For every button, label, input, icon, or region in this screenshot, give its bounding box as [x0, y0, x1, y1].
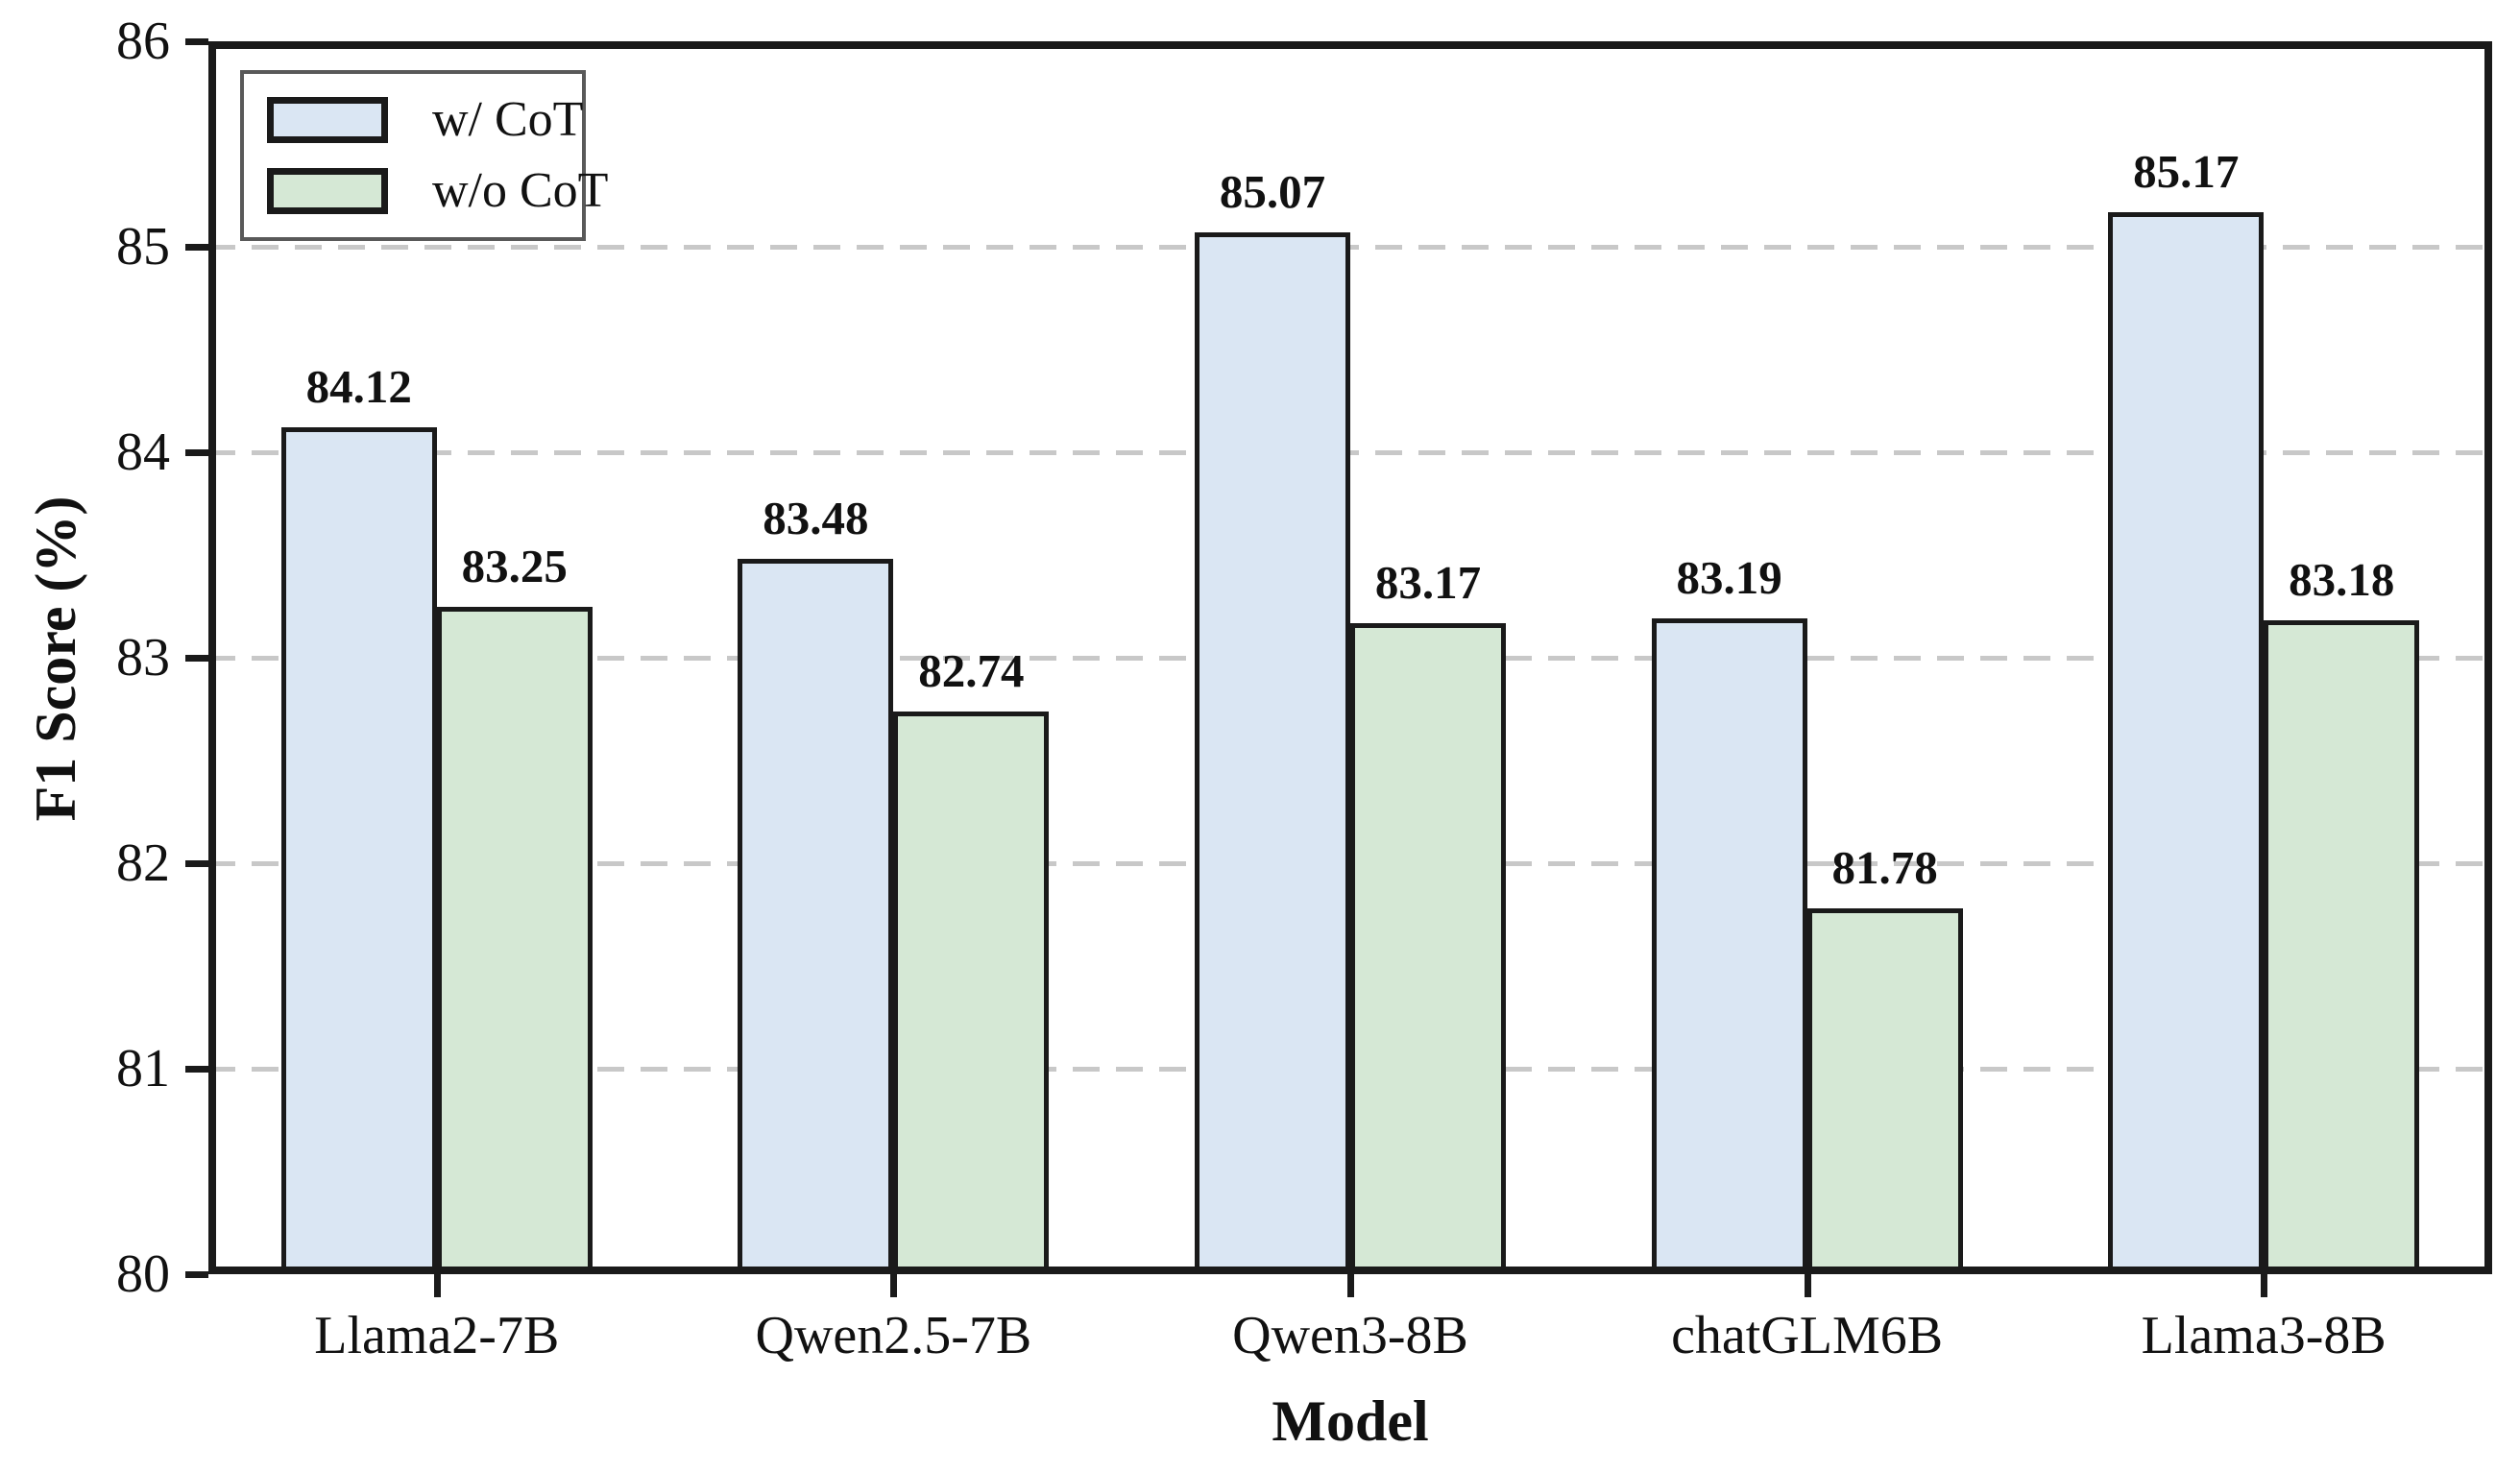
x-axis-title: Model [1272, 1389, 1429, 1453]
y-tick-mark-83 [185, 655, 208, 662]
gridline-84 [208, 450, 2492, 455]
bar-value-w-o-cot-qwen3-8b: 83.17 [1374, 555, 1482, 609]
x-tick-label-llama2-7b: Llama2-7B [314, 1306, 560, 1365]
x-tick-label-qwen3-8b: Qwen3-8B [1232, 1306, 1468, 1365]
bar-value-w-cot-chatglm6b: 83.19 [1676, 551, 1782, 605]
bar-value-w-o-cot-chatglm6b: 81.78 [1831, 841, 1938, 895]
bar-w-cot-llama2-7b [280, 427, 437, 1274]
y-tick-label-83: 83 [116, 628, 170, 688]
y-tick-label-84: 84 [116, 422, 170, 482]
y-tick-label-82: 82 [116, 833, 170, 893]
x-tick-mark-qwen3-8b [1347, 1274, 1354, 1297]
bar-w-cot-llama3-8b [2108, 211, 2265, 1274]
legend-swatch-w-cot [267, 97, 388, 143]
bar-value-w-cot-qwen3-8b: 85.07 [1219, 165, 1326, 219]
bar-w-o-cot-llama2-7b [436, 606, 593, 1274]
legend-label-wo-cot: w/o CoT [432, 163, 609, 218]
x-tick-label-llama3-8b: Llama3-8B [2141, 1306, 2387, 1365]
y-tick-label-85: 85 [116, 217, 170, 277]
bar-value-w-cot-llama2-7b: 84.12 [305, 360, 412, 414]
legend-item-w-cot: w/ CoT [267, 95, 583, 145]
legend: w/ CoT w/o CoT [240, 70, 608, 241]
x-tick-mark-qwen2-5-7b [890, 1274, 898, 1297]
bar-value-w-cot-llama3-8b: 85.17 [2133, 144, 2240, 198]
y-tick-mark-85 [185, 244, 208, 251]
bar-value-w-o-cot-llama3-8b: 83.18 [2289, 553, 2395, 607]
bar-w-o-cot-qwen3-8b [1350, 622, 1506, 1274]
y-tick-mark-84 [185, 449, 208, 456]
legend-label-w-cot: w/ CoT [432, 92, 584, 147]
legend-swatch-wo-cot [267, 168, 388, 214]
bar-value-w-o-cot-llama2-7b: 83.25 [461, 539, 568, 592]
y-tick-mark-82 [185, 860, 208, 867]
bar-w-o-cot-chatglm6b [1806, 908, 1963, 1274]
x-tick-mark-llama2-7b [433, 1274, 441, 1297]
y-tick-label-86: 86 [116, 12, 170, 71]
bar-w-o-cot-llama3-8b [2264, 620, 2420, 1274]
y-tick-label-80: 80 [116, 1244, 170, 1304]
x-tick-mark-chatglm6b [1804, 1274, 1811, 1297]
bar-w-cot-chatglm6b [1651, 618, 1807, 1274]
y-tick-mark-86 [185, 38, 208, 45]
gridline-85 [208, 245, 2492, 250]
bar-value-w-o-cot-qwen2-5-7b: 82.74 [918, 643, 1025, 697]
bar-w-cot-qwen3-8b [1195, 232, 1350, 1274]
x-tick-label-chatglm6b: chatGLM6B [1671, 1306, 1944, 1365]
y-tick-mark-81 [185, 1066, 208, 1073]
bar-w-cot-qwen2-5-7b [738, 559, 894, 1274]
y-tick-mark-80 [185, 1271, 208, 1278]
y-tick-label-81: 81 [116, 1039, 170, 1098]
bar-w-o-cot-qwen2-5-7b [893, 711, 1050, 1274]
x-tick-mark-llama3-8b [2261, 1274, 2268, 1297]
bar-value-w-cot-qwen2-5-7b: 83.48 [763, 492, 869, 545]
legend-item-wo-cot: w/o CoT [267, 166, 608, 216]
x-tick-label-qwen2-5-7b: Qwen2.5-7B [755, 1306, 1032, 1365]
